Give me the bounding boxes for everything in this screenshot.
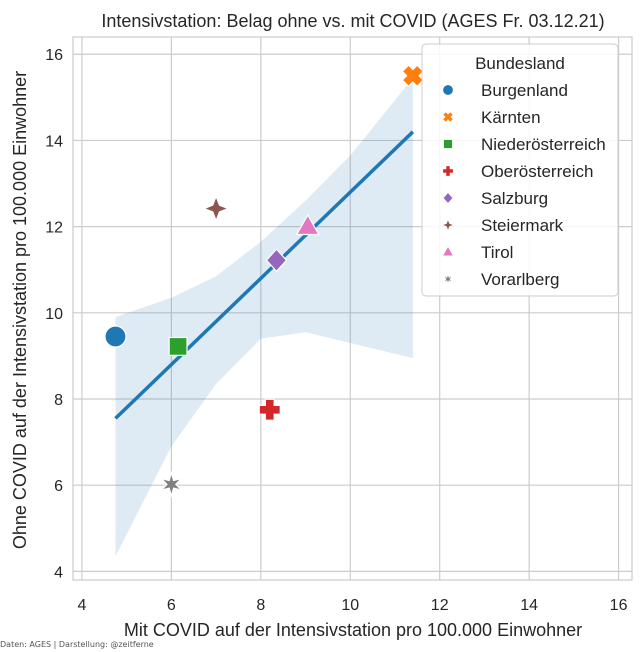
x-tick-label: 4	[77, 597, 86, 614]
legend-marker	[441, 191, 455, 205]
legend-label: Niederösterreich	[481, 135, 606, 154]
regression-line-group	[114, 130, 415, 420]
legend-marker	[440, 217, 456, 233]
y-tick-label: 6	[54, 478, 63, 495]
y-tick-label: 4	[54, 564, 63, 581]
legend-label: Steiermark	[481, 216, 564, 235]
legend-marker	[441, 83, 455, 97]
data-point-steiermark	[202, 194, 230, 223]
legend-marker	[440, 270, 456, 288]
legend-box	[421, 43, 619, 297]
x-tick-label: 8	[256, 597, 265, 614]
legend-label: Kärnten	[481, 108, 541, 127]
legend-label: Burgenland	[481, 81, 568, 100]
x-tick-label: 14	[520, 597, 538, 614]
confidence-band-area	[115, 77, 413, 557]
data-point-tirol	[295, 213, 320, 236]
legend-marker	[442, 138, 454, 150]
x-axis-ticks: 4 6 8 10 12 14 16	[77, 597, 627, 614]
footnote: Daten: AGES | Darstellung: @zeitferne	[0, 640, 154, 649]
legend: Bundesland Burgenland Kärnten Niederösterre…	[421, 43, 619, 297]
data-point-niederoesterreich	[168, 336, 188, 356]
x-axis-label: Mit COVID auf der Intensivstation pro 10…	[124, 620, 582, 640]
y-tick-label: 12	[45, 220, 63, 237]
data-point-burgenland	[104, 325, 127, 348]
y-axis-label: Ohne COVID auf der Intensivstation pro 1…	[10, 71, 30, 549]
x-tick-label: 10	[341, 597, 359, 614]
legend-title: Bundesland	[475, 54, 565, 73]
y-tick-label: 10	[45, 306, 63, 323]
confidence-band	[115, 77, 413, 557]
data-point-salzburg	[265, 248, 288, 273]
y-tick-label: 8	[54, 392, 63, 409]
regression-line	[114, 130, 415, 420]
data-point-kaernten	[401, 64, 425, 88]
y-tick-label: 16	[45, 47, 63, 64]
x-tick-label: 16	[610, 597, 628, 614]
y-axis-ticks: 4 6 8 10 12 14 16	[45, 47, 63, 581]
legend-label: Salzburg	[481, 189, 548, 208]
legend-marker	[441, 244, 455, 257]
chart-title: Intensivstation: Belag ohne vs. mit COVI…	[101, 11, 604, 31]
legend-marker	[441, 164, 455, 178]
legend-label: Oberösterreich	[481, 162, 593, 181]
x-tick-label: 6	[167, 597, 176, 614]
legend-label: Tirol	[481, 243, 513, 262]
y-tick-label: 14	[45, 133, 63, 150]
data-points	[104, 64, 425, 499]
legend-marker	[441, 110, 455, 124]
x-tick-label: 12	[431, 597, 449, 614]
legend-label: Vorarlberg	[481, 270, 559, 289]
data-point-oberoesterreich	[258, 398, 281, 421]
data-point-vorarlberg	[159, 470, 184, 499]
